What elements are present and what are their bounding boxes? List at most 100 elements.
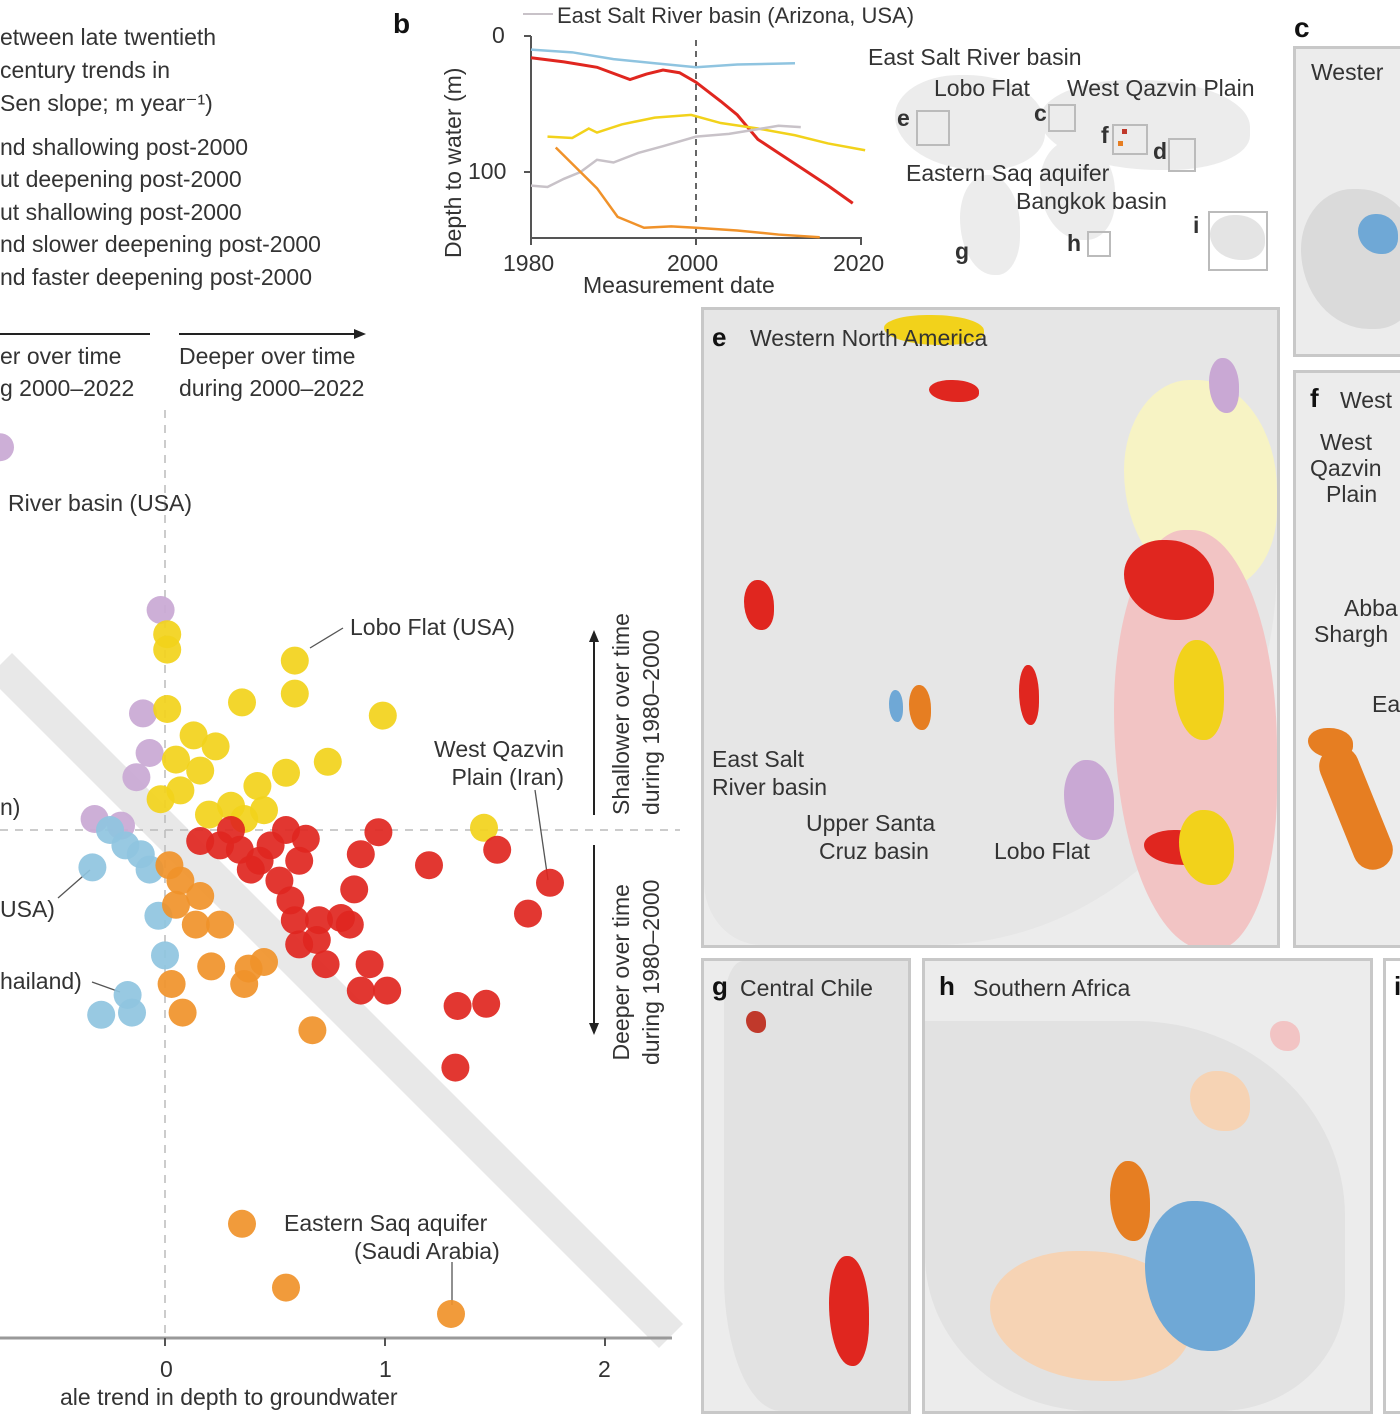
legend-entry: ut deepening post-2000: [0, 166, 242, 192]
scatter-point: [0, 433, 14, 462]
scatter-point: [146, 596, 175, 624]
aquifer-region: [744, 580, 774, 630]
world-letter: f: [1101, 122, 1109, 148]
scatter-point: [151, 941, 179, 970]
one-to-one-band: [0, 652, 684, 1349]
scatter-point: [373, 976, 402, 1005]
scatter-point: [157, 970, 186, 998]
scatter-point: [355, 950, 384, 979]
label-eastern-saq-1: Eastern Saq aquifer: [284, 1210, 488, 1236]
inset-box-f: [1112, 124, 1148, 155]
aquifer-region: [1174, 640, 1224, 740]
scatter-point: [186, 756, 215, 785]
world-label: Bangkok basin: [1016, 188, 1167, 214]
aquifer-region: [1358, 214, 1398, 254]
map-title-e: Western North America: [750, 325, 988, 351]
x-tick-2: 2: [598, 1356, 611, 1382]
label-west-qazvin-2: Plain (Iran): [451, 764, 564, 790]
world-letter: i: [1193, 212, 1200, 238]
scatter-point: [340, 875, 369, 904]
scatter-point: [346, 840, 375, 869]
scatter-point: [135, 739, 164, 767]
inset-box-e: [916, 110, 950, 146]
scatter-point: [155, 851, 184, 880]
map-title-c: Wester: [1311, 59, 1384, 85]
world-label: Lobo Flat: [934, 75, 1030, 101]
map-title-h: Southern Africa: [973, 975, 1131, 1001]
world-label: East Salt River basin: [868, 44, 1082, 70]
panel-label-e: e: [712, 322, 727, 352]
left-arrow-label-1: er over time: [0, 343, 122, 369]
world-letter: g: [955, 238, 970, 264]
landmass-south-america: [960, 175, 1020, 275]
x-tick-2000: 2000: [667, 250, 719, 276]
scatter-point: [335, 910, 364, 939]
y-tick-100: 100: [468, 158, 507, 184]
down-arrow-line-1: Deeper over time: [608, 884, 634, 1061]
map-title-g: Central Chile: [740, 975, 873, 1001]
aquifer-region: [1145, 1201, 1255, 1351]
label-cropped-usa: USA): [0, 896, 55, 922]
scatter-point: [536, 868, 564, 897]
scatter-point: [514, 899, 542, 928]
annotation-leader-line: [534, 789, 549, 881]
annotation-leader-line: [309, 627, 344, 649]
aquifer-region: [1110, 1161, 1150, 1241]
label-west-qazvin-1: West Qazvin: [434, 736, 564, 762]
scatter-point: [228, 1209, 256, 1238]
panel-label-f: f: [1310, 383, 1319, 413]
panel-label-b: b: [393, 8, 411, 39]
scatter-point: [280, 679, 309, 708]
scatter-plot: [0, 329, 684, 1349]
aquifer-region: [929, 380, 979, 402]
map-panel-g: g Central Chile: [701, 958, 911, 1414]
map-label: West: [1320, 429, 1372, 455]
scatter-point: [162, 745, 190, 774]
scatter-point: [228, 688, 256, 717]
up-arrow-line-2: during 1980–2000: [638, 629, 664, 815]
panel-label-c: c: [1294, 12, 1310, 43]
inset-box-c: [1048, 104, 1076, 132]
scatter-point: [313, 747, 342, 776]
scatter-point: [302, 926, 331, 954]
map-label: Shargh: [1314, 621, 1389, 647]
map-panel-h: h Southern Africa: [922, 958, 1373, 1414]
legend-entry: nd shallowing post-2000: [0, 134, 249, 160]
legend-entry: nd slower deepening post-2000: [0, 231, 321, 257]
aquifer-region: [1190, 1071, 1250, 1131]
scatter-point: [181, 910, 210, 939]
map-label: River basin: [712, 774, 828, 800]
aquifer-region: [1313, 740, 1399, 876]
map-label: Abba: [1344, 595, 1398, 621]
aquifer-region: [884, 315, 984, 345]
scatter-point: [272, 758, 300, 787]
world-letter: d: [1153, 138, 1168, 164]
right-arrowhead: [354, 329, 366, 339]
map-panel-e: e Western North America East Salt River …: [701, 307, 1280, 948]
aquifer-region: [889, 690, 903, 722]
panel-label-i: i: [1394, 971, 1400, 1002]
map-label: Ea: [1372, 691, 1400, 717]
scatter-point: [243, 772, 272, 800]
panel-label-h: h: [939, 971, 955, 1001]
map-panel-f: f West West Qazvin Plain Abba Shargh Ea: [1293, 370, 1400, 948]
map-label: Cruz basin: [819, 838, 929, 864]
aquifer-region: [746, 1011, 766, 1033]
y-axis-label-b: Depth to water (m): [440, 67, 466, 258]
scatter-point: [179, 721, 208, 750]
landmass: [724, 961, 908, 1411]
scatter-point: [129, 699, 157, 728]
right-arrow-label-2: during 2000–2022: [179, 375, 365, 401]
label-cropped-n: n): [0, 794, 21, 820]
aquifer-region: [1124, 540, 1214, 620]
map-label: Lobo Flat: [994, 838, 1090, 864]
inset-box-h: [1087, 231, 1111, 257]
world-label: West Qazvin Plain: [1067, 75, 1255, 101]
scatter-point: [122, 763, 151, 792]
world-label: Eastern Saq aquifer: [906, 160, 1110, 186]
map-label: Plain: [1326, 481, 1378, 507]
x-tick-1: 1: [379, 1356, 392, 1382]
landmass-iberia: [1301, 189, 1400, 329]
label-bangkok: hailand): [0, 968, 82, 994]
legend-title-3: Sen slope; m year⁻¹): [0, 90, 213, 116]
